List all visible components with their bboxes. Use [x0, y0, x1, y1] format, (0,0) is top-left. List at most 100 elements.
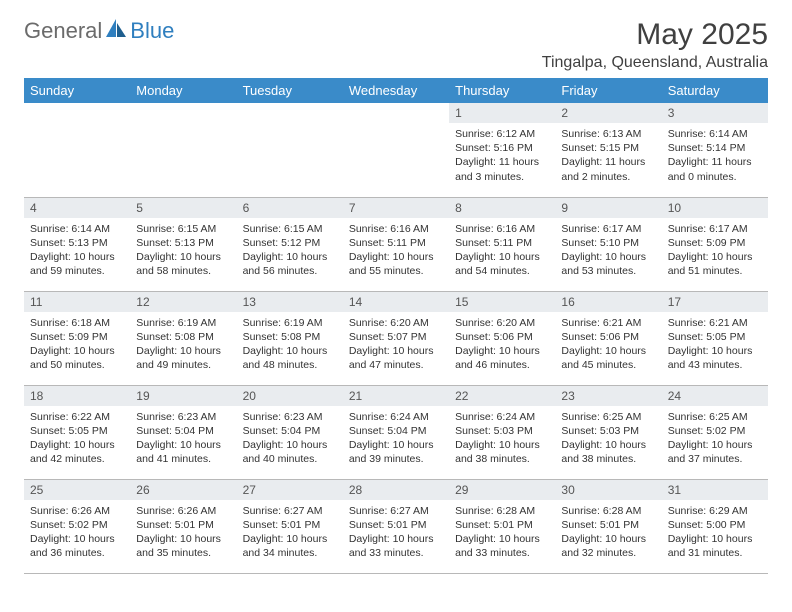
day-details: Sunrise: 6:24 AMSunset: 5:03 PMDaylight:…: [449, 406, 555, 473]
day-number: 8: [449, 198, 555, 218]
day-number: 10: [662, 198, 768, 218]
calendar-cell: 3Sunrise: 6:14 AMSunset: 5:14 PMDaylight…: [662, 103, 768, 197]
day-details: Sunrise: 6:26 AMSunset: 5:01 PMDaylight:…: [130, 500, 236, 567]
day-number: 2: [555, 103, 661, 123]
day-number: 5: [130, 198, 236, 218]
weekday-header: Saturday: [662, 78, 768, 103]
day-number: 9: [555, 198, 661, 218]
calendar-cell: 29Sunrise: 6:28 AMSunset: 5:01 PMDayligh…: [449, 479, 555, 573]
day-details: Sunrise: 6:18 AMSunset: 5:09 PMDaylight:…: [24, 312, 130, 379]
title-block: May 2025 Tingalpa, Queensland, Australia: [542, 18, 768, 72]
calendar-cell: 24Sunrise: 6:25 AMSunset: 5:02 PMDayligh…: [662, 385, 768, 479]
day-details: Sunrise: 6:19 AMSunset: 5:08 PMDaylight:…: [130, 312, 236, 379]
day-details: Sunrise: 6:17 AMSunset: 5:10 PMDaylight:…: [555, 218, 661, 285]
day-details: Sunrise: 6:16 AMSunset: 5:11 PMDaylight:…: [449, 218, 555, 285]
day-details: Sunrise: 6:22 AMSunset: 5:05 PMDaylight:…: [24, 406, 130, 473]
day-details: Sunrise: 6:20 AMSunset: 5:07 PMDaylight:…: [343, 312, 449, 379]
calendar-cell: 13Sunrise: 6:19 AMSunset: 5:08 PMDayligh…: [237, 291, 343, 385]
day-details: Sunrise: 6:27 AMSunset: 5:01 PMDaylight:…: [343, 500, 449, 567]
day-number: 23: [555, 386, 661, 406]
day-details: Sunrise: 6:14 AMSunset: 5:14 PMDaylight:…: [662, 123, 768, 190]
calendar-cell: 5Sunrise: 6:15 AMSunset: 5:13 PMDaylight…: [130, 197, 236, 291]
calendar-cell: [130, 103, 236, 197]
weekday-header: Tuesday: [237, 78, 343, 103]
calendar-cell: [24, 103, 130, 197]
day-details: Sunrise: 6:15 AMSunset: 5:13 PMDaylight:…: [130, 218, 236, 285]
day-details: Sunrise: 6:13 AMSunset: 5:15 PMDaylight:…: [555, 123, 661, 190]
day-number: 27: [237, 480, 343, 500]
calendar-row: 18Sunrise: 6:22 AMSunset: 5:05 PMDayligh…: [24, 385, 768, 479]
day-details: Sunrise: 6:28 AMSunset: 5:01 PMDaylight:…: [555, 500, 661, 567]
day-details: Sunrise: 6:15 AMSunset: 5:12 PMDaylight:…: [237, 218, 343, 285]
day-details: Sunrise: 6:21 AMSunset: 5:06 PMDaylight:…: [555, 312, 661, 379]
calendar-cell: 22Sunrise: 6:24 AMSunset: 5:03 PMDayligh…: [449, 385, 555, 479]
calendar-table: Sunday Monday Tuesday Wednesday Thursday…: [24, 78, 768, 574]
day-number: 15: [449, 292, 555, 312]
calendar-row: 11Sunrise: 6:18 AMSunset: 5:09 PMDayligh…: [24, 291, 768, 385]
day-number: 21: [343, 386, 449, 406]
calendar-cell: 19Sunrise: 6:23 AMSunset: 5:04 PMDayligh…: [130, 385, 236, 479]
calendar-cell: 15Sunrise: 6:20 AMSunset: 5:06 PMDayligh…: [449, 291, 555, 385]
calendar-cell: 20Sunrise: 6:23 AMSunset: 5:04 PMDayligh…: [237, 385, 343, 479]
calendar-cell: 17Sunrise: 6:21 AMSunset: 5:05 PMDayligh…: [662, 291, 768, 385]
day-details: Sunrise: 6:23 AMSunset: 5:04 PMDaylight:…: [130, 406, 236, 473]
day-number: 25: [24, 480, 130, 500]
day-number: 30: [555, 480, 661, 500]
day-number: 13: [237, 292, 343, 312]
day-details: Sunrise: 6:29 AMSunset: 5:00 PMDaylight:…: [662, 500, 768, 567]
day-details: Sunrise: 6:20 AMSunset: 5:06 PMDaylight:…: [449, 312, 555, 379]
day-details: Sunrise: 6:24 AMSunset: 5:04 PMDaylight:…: [343, 406, 449, 473]
calendar-cell: 6Sunrise: 6:15 AMSunset: 5:12 PMDaylight…: [237, 197, 343, 291]
day-number: 1: [449, 103, 555, 123]
day-number: 22: [449, 386, 555, 406]
day-number: 28: [343, 480, 449, 500]
calendar-cell: 18Sunrise: 6:22 AMSunset: 5:05 PMDayligh…: [24, 385, 130, 479]
day-number: 17: [662, 292, 768, 312]
calendar-cell: 30Sunrise: 6:28 AMSunset: 5:01 PMDayligh…: [555, 479, 661, 573]
day-number: 3: [662, 103, 768, 123]
logo-text-blue: Blue: [130, 18, 174, 44]
weekday-header: Wednesday: [343, 78, 449, 103]
calendar-cell: 10Sunrise: 6:17 AMSunset: 5:09 PMDayligh…: [662, 197, 768, 291]
day-number: 31: [662, 480, 768, 500]
day-number: 26: [130, 480, 236, 500]
day-details: Sunrise: 6:26 AMSunset: 5:02 PMDaylight:…: [24, 500, 130, 567]
day-number: 29: [449, 480, 555, 500]
location-label: Tingalpa, Queensland, Australia: [542, 54, 768, 72]
weekday-header: Sunday: [24, 78, 130, 103]
calendar-cell: 14Sunrise: 6:20 AMSunset: 5:07 PMDayligh…: [343, 291, 449, 385]
calendar-cell: [237, 103, 343, 197]
calendar-cell: 16Sunrise: 6:21 AMSunset: 5:06 PMDayligh…: [555, 291, 661, 385]
calendar-cell: 21Sunrise: 6:24 AMSunset: 5:04 PMDayligh…: [343, 385, 449, 479]
page-title: May 2025: [542, 18, 768, 52]
day-number: 20: [237, 386, 343, 406]
calendar-cell: 9Sunrise: 6:17 AMSunset: 5:10 PMDaylight…: [555, 197, 661, 291]
calendar-row: 25Sunrise: 6:26 AMSunset: 5:02 PMDayligh…: [24, 479, 768, 573]
calendar-cell: 8Sunrise: 6:16 AMSunset: 5:11 PMDaylight…: [449, 197, 555, 291]
day-details: Sunrise: 6:14 AMSunset: 5:13 PMDaylight:…: [24, 218, 130, 285]
day-number: 14: [343, 292, 449, 312]
day-details: Sunrise: 6:21 AMSunset: 5:05 PMDaylight:…: [662, 312, 768, 379]
day-number: 11: [24, 292, 130, 312]
calendar-cell: 7Sunrise: 6:16 AMSunset: 5:11 PMDaylight…: [343, 197, 449, 291]
calendar-cell: 27Sunrise: 6:27 AMSunset: 5:01 PMDayligh…: [237, 479, 343, 573]
calendar-cell: 23Sunrise: 6:25 AMSunset: 5:03 PMDayligh…: [555, 385, 661, 479]
calendar-cell: 26Sunrise: 6:26 AMSunset: 5:01 PMDayligh…: [130, 479, 236, 573]
weekday-header: Friday: [555, 78, 661, 103]
day-number: 16: [555, 292, 661, 312]
day-number: 24: [662, 386, 768, 406]
calendar-cell: 1Sunrise: 6:12 AMSunset: 5:16 PMDaylight…: [449, 103, 555, 197]
calendar-row: 1Sunrise: 6:12 AMSunset: 5:16 PMDaylight…: [24, 103, 768, 197]
calendar-row: 4Sunrise: 6:14 AMSunset: 5:13 PMDaylight…: [24, 197, 768, 291]
day-details: Sunrise: 6:25 AMSunset: 5:02 PMDaylight:…: [662, 406, 768, 473]
calendar-cell: 12Sunrise: 6:19 AMSunset: 5:08 PMDayligh…: [130, 291, 236, 385]
day-details: Sunrise: 6:25 AMSunset: 5:03 PMDaylight:…: [555, 406, 661, 473]
logo-text-general: General: [24, 18, 102, 44]
day-number: 4: [24, 198, 130, 218]
day-number: 19: [130, 386, 236, 406]
calendar-cell: 4Sunrise: 6:14 AMSunset: 5:13 PMDaylight…: [24, 197, 130, 291]
calendar-cell: [343, 103, 449, 197]
weekday-header: Thursday: [449, 78, 555, 103]
sail-icon: [106, 19, 128, 44]
day-details: Sunrise: 6:12 AMSunset: 5:16 PMDaylight:…: [449, 123, 555, 190]
